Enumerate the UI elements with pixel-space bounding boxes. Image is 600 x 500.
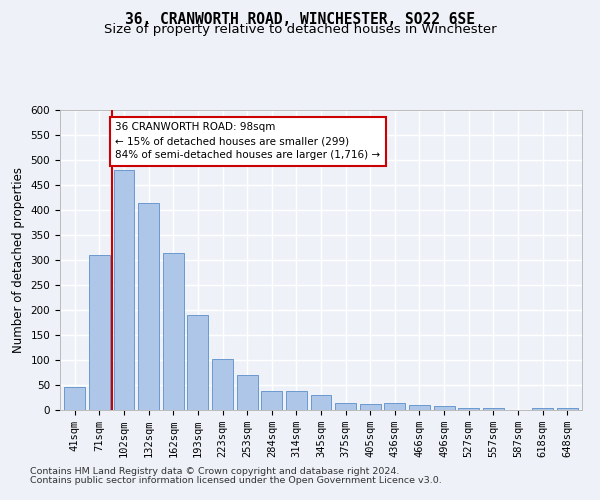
Bar <box>311 395 331 410</box>
Bar <box>163 253 184 410</box>
Bar <box>212 358 233 410</box>
Text: Contains HM Land Registry data © Crown copyright and database right 2024.: Contains HM Land Registry data © Crown c… <box>30 467 400 476</box>
Text: Size of property relative to detached houses in Winchester: Size of property relative to detached ho… <box>104 24 496 36</box>
Bar <box>138 202 159 410</box>
Bar <box>187 315 208 410</box>
Bar <box>286 391 307 410</box>
Bar <box>557 408 578 410</box>
Bar <box>113 170 134 410</box>
Bar <box>532 408 553 410</box>
Text: Contains public sector information licensed under the Open Government Licence v3: Contains public sector information licen… <box>30 476 442 485</box>
Bar <box>335 403 356 410</box>
Text: 36 CRANWORTH ROAD: 98sqm
← 15% of detached houses are smaller (299)
84% of semi-: 36 CRANWORTH ROAD: 98sqm ← 15% of detach… <box>115 122 380 160</box>
Y-axis label: Number of detached properties: Number of detached properties <box>12 167 25 353</box>
Bar <box>64 386 85 410</box>
Bar <box>236 375 257 410</box>
Bar <box>409 405 430 410</box>
Bar <box>385 402 406 410</box>
Bar <box>261 391 282 410</box>
Bar <box>458 408 479 410</box>
Text: 36, CRANWORTH ROAD, WINCHESTER, SO22 6SE: 36, CRANWORTH ROAD, WINCHESTER, SO22 6SE <box>125 12 475 28</box>
Bar <box>483 408 504 410</box>
Bar <box>360 404 381 410</box>
Bar <box>434 406 455 410</box>
Bar <box>89 254 110 410</box>
